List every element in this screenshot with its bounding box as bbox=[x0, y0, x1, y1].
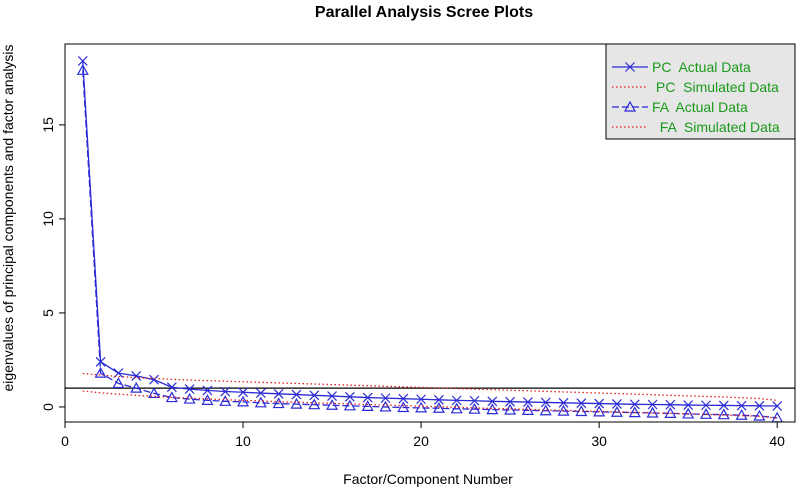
data-point-triangle-marker bbox=[76, 64, 89, 75]
data-point-triangle-marker bbox=[504, 403, 517, 415]
data-point-x-marker bbox=[629, 399, 640, 410]
data-point-x-marker bbox=[362, 392, 373, 403]
data-point-x-marker bbox=[255, 388, 266, 398]
legend-box bbox=[605, 43, 796, 140]
data-point-x-marker bbox=[754, 400, 765, 411]
data-point-x-marker bbox=[451, 395, 462, 406]
data-point-x-marker bbox=[398, 393, 409, 404]
data-point-triangle-marker bbox=[664, 407, 677, 418]
legend-entry-label: FA Actual Data bbox=[652, 99, 748, 115]
y-tick-label: 10 bbox=[40, 211, 56, 227]
x-tick-label: 20 bbox=[413, 433, 429, 449]
data-point-x-marker bbox=[576, 398, 587, 409]
data-point-x-marker bbox=[701, 400, 711, 411]
data-point-x-marker bbox=[220, 386, 231, 397]
data-point-triangle-marker bbox=[326, 399, 339, 410]
data-point-x-marker bbox=[131, 371, 142, 381]
data-point-x-marker bbox=[149, 374, 159, 385]
data-point-triangle-marker bbox=[94, 366, 107, 378]
data-point-triangle-marker bbox=[432, 402, 445, 413]
y-tick-label: 15 bbox=[40, 117, 56, 133]
series-2 bbox=[76, 64, 784, 423]
data-point-x-marker bbox=[505, 396, 516, 407]
data-point-x-marker bbox=[433, 394, 444, 405]
data-point-x-marker bbox=[540, 397, 551, 408]
data-point-triangle-marker bbox=[219, 395, 232, 406]
data-point-x-marker bbox=[612, 399, 622, 409]
data-point-x-marker bbox=[95, 356, 106, 367]
series-0 bbox=[77, 56, 783, 411]
chart-title: Parallel Analysis Scree Plots bbox=[315, 4, 533, 21]
data-point-x-marker bbox=[665, 399, 676, 410]
data-point-triangle-marker bbox=[557, 404, 570, 416]
data-point-x-marker bbox=[291, 389, 302, 400]
data-point-triangle-marker bbox=[753, 409, 766, 421]
data-point-x-marker bbox=[683, 400, 694, 410]
data-point-x-marker bbox=[736, 400, 747, 411]
data-point-x-marker bbox=[77, 56, 88, 66]
legend-triangle-marker bbox=[623, 100, 637, 112]
data-point-x-marker bbox=[718, 400, 729, 411]
y-tick-label: 5 bbox=[40, 309, 56, 317]
y-axis-title: eigenvalues of principal components and … bbox=[0, 44, 16, 391]
legend-entry-label: PC Simulated Data bbox=[652, 79, 779, 95]
data-point-triangle-marker bbox=[254, 396, 267, 408]
data-point-triangle-marker bbox=[237, 395, 250, 407]
data-point-x-marker bbox=[523, 397, 533, 407]
data-point-triangle-marker bbox=[628, 406, 641, 418]
data-point-triangle-marker bbox=[130, 381, 143, 393]
x-tick-label: 0 bbox=[61, 433, 69, 449]
data-point-x-marker bbox=[594, 398, 605, 409]
series-line bbox=[82, 60, 778, 407]
data-point-triangle-marker bbox=[397, 401, 410, 413]
data-point-x-marker bbox=[487, 396, 498, 407]
data-point-triangle-marker bbox=[717, 408, 730, 420]
data-point-x-marker bbox=[202, 385, 213, 396]
legend-x-marker bbox=[625, 62, 635, 72]
data-point-triangle-marker bbox=[735, 408, 748, 420]
data-point-triangle-marker bbox=[112, 377, 125, 389]
data-point-triangle-marker bbox=[201, 394, 214, 405]
data-point-x-marker bbox=[380, 393, 391, 404]
x-tick-label: 40 bbox=[769, 433, 785, 449]
data-point-x-marker bbox=[273, 388, 284, 399]
data-point-triangle-marker bbox=[468, 402, 481, 414]
data-point-triangle-marker bbox=[165, 391, 178, 403]
data-point-triangle-marker bbox=[415, 401, 428, 413]
x-axis-title: Factor/Component Number bbox=[343, 471, 513, 487]
plot-area bbox=[65, 56, 795, 423]
data-point-x-marker bbox=[558, 397, 569, 408]
data-point-triangle-marker bbox=[593, 405, 606, 417]
data-point-x-marker bbox=[469, 395, 480, 406]
x-tick-label: 10 bbox=[235, 433, 251, 449]
data-point-x-marker bbox=[238, 387, 248, 398]
y-tick-label: 0 bbox=[40, 403, 56, 411]
data-point-triangle-marker bbox=[379, 400, 392, 412]
x-axis: 0 10 20 30 40 bbox=[61, 421, 785, 449]
legend: PC Actual Data PC Simulated Data FA Actua… bbox=[605, 43, 796, 140]
x-tick-label: 30 bbox=[591, 433, 607, 449]
data-point-x-marker bbox=[327, 391, 337, 401]
data-point-x-marker bbox=[416, 394, 427, 405]
data-point-x-marker bbox=[647, 399, 658, 410]
series-line bbox=[82, 70, 778, 419]
data-point-triangle-marker bbox=[343, 399, 356, 411]
data-point-x-marker bbox=[166, 382, 177, 393]
data-point-triangle-marker bbox=[308, 398, 321, 410]
legend-entry-label: PC Actual Data bbox=[652, 59, 751, 75]
data-point-triangle-marker bbox=[272, 397, 285, 409]
legend-entry-label: FA Simulated Data bbox=[652, 119, 780, 135]
data-point-x-marker bbox=[184, 384, 195, 395]
y-axis: 0 5 10 15 bbox=[40, 117, 66, 411]
data-point-triangle-marker bbox=[148, 387, 161, 399]
data-point-triangle-marker bbox=[450, 402, 463, 414]
data-point-triangle-marker bbox=[361, 400, 374, 411]
data-point-x-marker bbox=[344, 391, 355, 402]
data-point-x-marker bbox=[309, 390, 320, 401]
data-point-triangle-marker bbox=[290, 397, 303, 409]
data-point-x-marker bbox=[772, 401, 783, 411]
